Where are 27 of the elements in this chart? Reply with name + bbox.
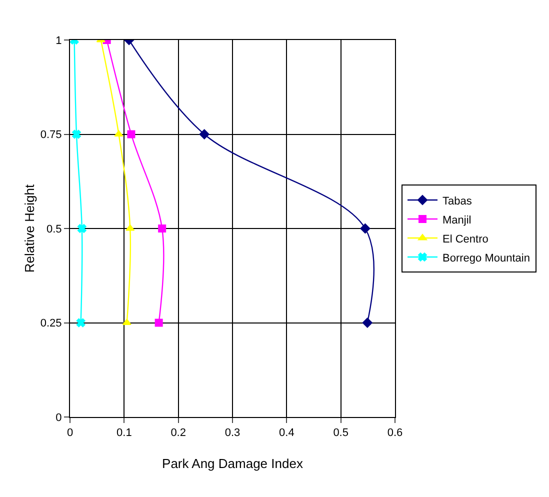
y-tick-label: 1 xyxy=(56,34,62,47)
legend-label: Manjil xyxy=(442,214,472,226)
x-axis-title: Park Ang Damage Index xyxy=(162,456,304,471)
y-tick-label: 0.25 xyxy=(40,318,62,330)
y-tick-label: 0.75 xyxy=(40,129,62,142)
legend-label: Tabas xyxy=(442,195,472,208)
x-tick-label: 0 xyxy=(66,427,74,440)
legend-label: Borrego Mountain xyxy=(442,252,530,264)
x-tick-label: 0.5 xyxy=(333,427,348,440)
y-tick-label: 0.5 xyxy=(46,223,62,236)
y-axis-title: Relative Height xyxy=(22,184,37,273)
point xyxy=(360,223,370,234)
x-tick-label: 0.6 xyxy=(387,427,403,440)
legend-label: El Centro xyxy=(442,233,488,246)
point xyxy=(76,318,86,328)
point xyxy=(199,129,210,140)
point xyxy=(362,318,372,328)
x-tick-label: 0.4 xyxy=(279,427,294,440)
point xyxy=(72,130,81,139)
point xyxy=(127,130,136,138)
point xyxy=(158,224,166,232)
x-tick-label: 0.2 xyxy=(170,427,186,440)
x-tick-label: 0.3 xyxy=(224,427,240,440)
y-tick-label: 0 xyxy=(56,412,62,424)
point xyxy=(77,224,86,233)
point xyxy=(154,318,163,327)
x-tick-label: 0.1 xyxy=(116,427,132,440)
